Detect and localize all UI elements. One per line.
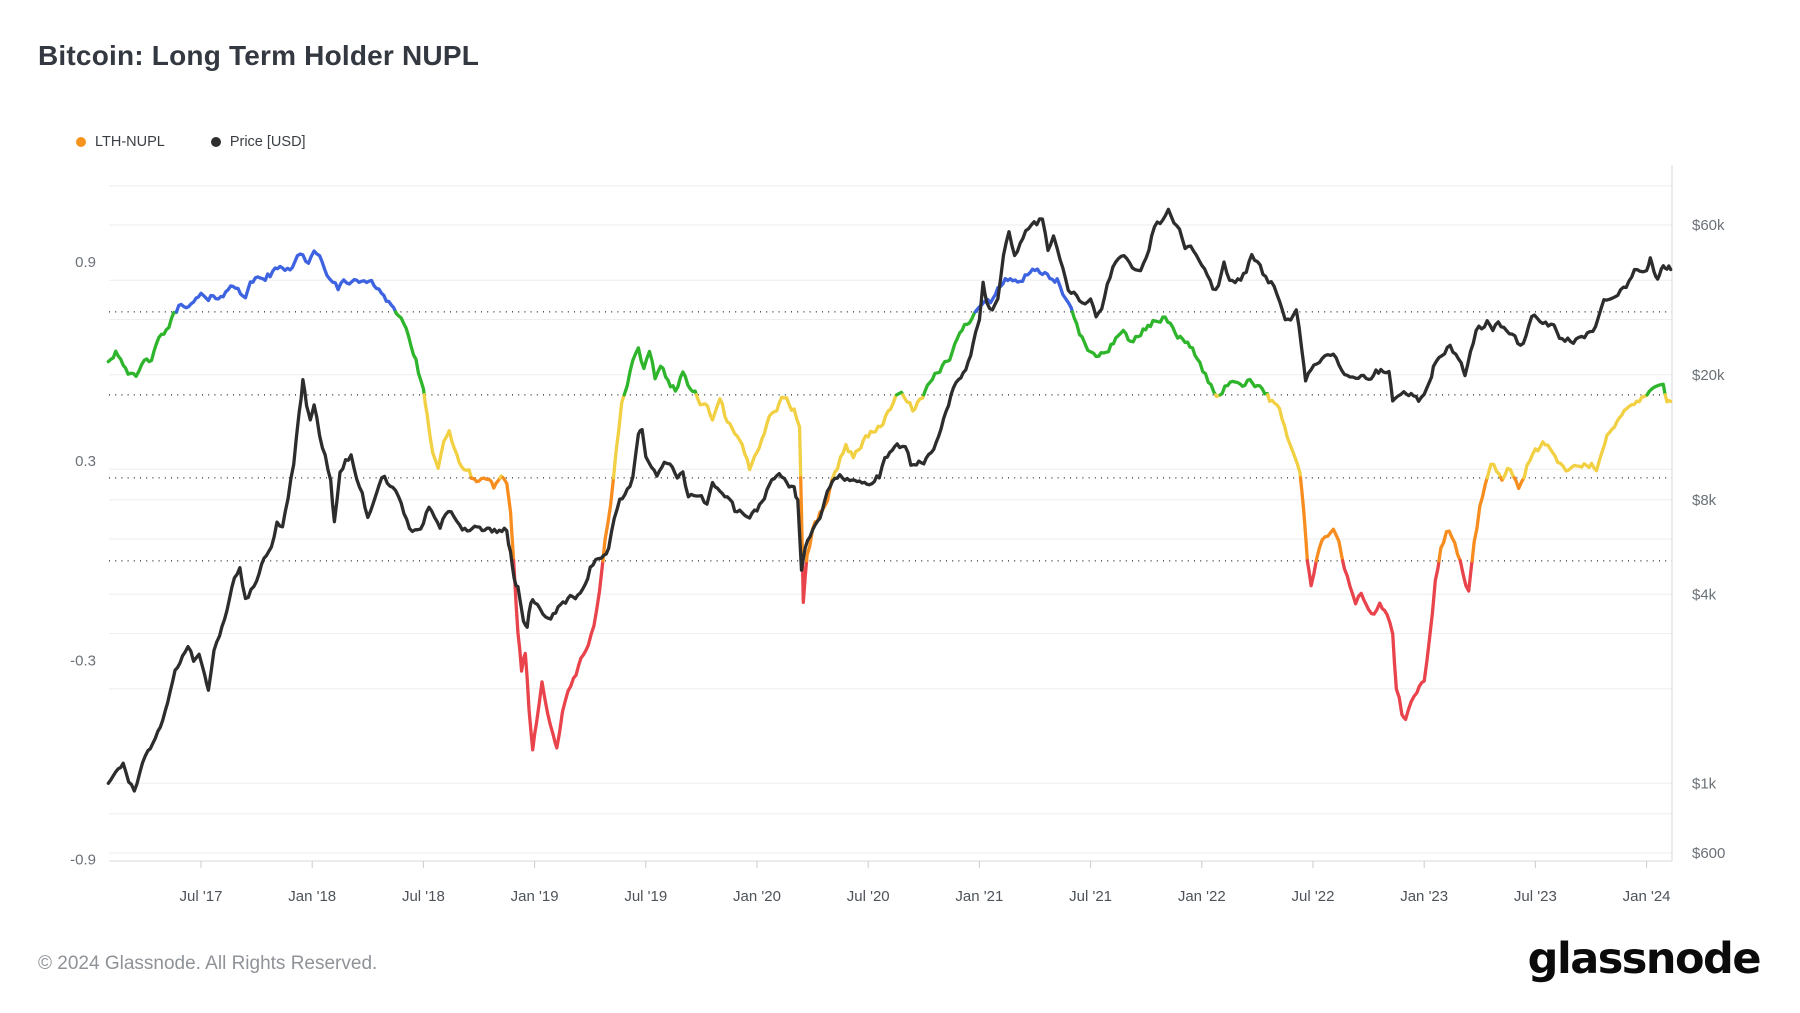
svg-text:Jan '22: Jan '22 [1178,888,1226,905]
price-legend-dot-icon [210,137,221,147]
svg-text:$600: $600 [1692,845,1725,862]
svg-text:Jul '19: Jul '19 [624,888,667,905]
svg-text:Jul '22: Jul '22 [1292,888,1335,905]
lth-nupl-series-line [106,249,1673,752]
svg-text:-0.9: -0.9 [70,852,96,869]
lth-nupl-legend-dot-icon [76,137,86,147]
copyright-text: © 2024 Glassnode. All Rights Reserved. [38,953,378,974]
legend-item-lth-nupl[interactable]: LTH-NUPL [76,134,165,150]
glassnode-logo: glassnode [1527,934,1762,984]
svg-text:-0.3: -0.3 [70,652,96,669]
svg-text:Jul '23: Jul '23 [1514,888,1557,905]
svg-text:Jan '23: Jan '23 [1400,888,1448,905]
axes [109,165,1673,868]
svg-text:Jul '17: Jul '17 [180,888,223,905]
svg-text:Jan '24: Jan '24 [1623,888,1671,905]
page-title: Bitcoin: Long Term Holder NUPL [38,40,480,71]
svg-text:$4k: $4k [1692,586,1717,603]
svg-text:0.9: 0.9 [75,254,96,271]
legend-label-price: Price [USD] [229,134,306,150]
y-axis-left-labels: 0.9 0.3 -0.3 -0.9 [70,254,96,869]
legend-item-price[interactable]: Price [USD] [210,134,306,150]
svg-text:Jul '18: Jul '18 [402,888,445,905]
svg-text:Jan '21: Jan '21 [955,888,1003,905]
svg-text:$1k: $1k [1692,775,1717,792]
price-series-line [106,207,1673,793]
svg-text:Jan '20: Jan '20 [733,888,781,905]
y-axis-right-labels: $60k $20k $8k $4k $1k $600 [1692,217,1725,862]
legend-label-lth-nupl: LTH-NUPL [95,134,165,150]
svg-text:Jul '21: Jul '21 [1069,888,1112,905]
svg-text:Jan '19: Jan '19 [511,888,559,905]
svg-text:Jan '18: Jan '18 [288,888,336,905]
svg-text:$8k: $8k [1692,492,1717,509]
chart-legend: LTH-NUPL Price [USD] [76,134,306,150]
svg-text:$20k: $20k [1692,367,1725,384]
svg-text:Jul '20: Jul '20 [847,888,890,905]
svg-text:$60k: $60k [1692,217,1725,234]
svg-text:0.3: 0.3 [75,453,96,470]
x-axis-labels: Jul '17 Jan '18 Jul '18 Jan '19 Jul '19 Jan '… [180,888,1671,905]
plot-area[interactable] [109,165,1672,861]
